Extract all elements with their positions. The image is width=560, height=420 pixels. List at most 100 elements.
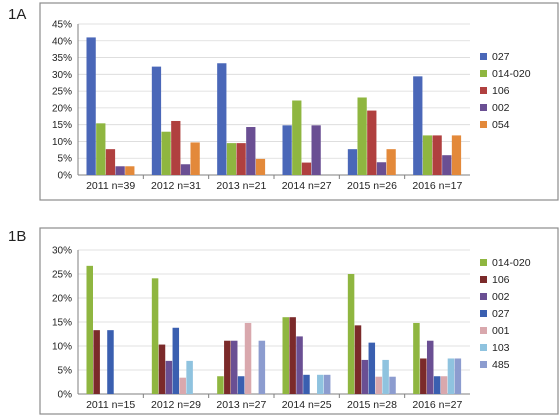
y-tick-label: 30% (52, 70, 72, 81)
legend-label: 002 (492, 291, 510, 303)
bar-002 (246, 127, 256, 175)
y-tick-label: 20% (52, 103, 72, 114)
bar-106 (354, 325, 362, 394)
bar-002 (442, 155, 452, 175)
panel-label-1b: 1B (8, 228, 27, 245)
chart-frame (39, 227, 559, 415)
legend-label: 103 (492, 342, 510, 354)
bar-106 (236, 143, 246, 175)
legend-swatch (480, 121, 487, 128)
y-tick-label: 0% (58, 171, 73, 182)
bar-485 (258, 340, 266, 394)
bar-002 (230, 340, 238, 394)
legend-swatch (480, 327, 487, 334)
bar-014-020 (86, 265, 93, 394)
bar-106 (105, 149, 116, 175)
bar-027 (151, 66, 162, 175)
bar-103 (382, 359, 389, 394)
legend-label: 485 (492, 359, 510, 371)
y-tick-label: 25% (52, 87, 72, 98)
y-tick-label: 5% (58, 366, 73, 377)
x-category-label: 2012 n=29 (151, 399, 201, 411)
chart-frame (39, 2, 559, 201)
bar-103 (317, 374, 324, 394)
bar-001 (440, 376, 448, 394)
bar-014-020 (151, 278, 159, 394)
legend-label: 002 (492, 102, 510, 114)
x-category-label: 2012 n=31 (151, 180, 201, 192)
bar-485 (389, 376, 396, 394)
bar-001 (375, 376, 382, 394)
bar-106 (158, 344, 166, 394)
bar-027 (433, 376, 441, 394)
bar-014-020 (413, 322, 420, 394)
legend-label: 014-020 (492, 257, 531, 269)
y-tick-label: 25% (52, 270, 72, 281)
legend-label: 027 (492, 51, 510, 63)
x-category-label: 2014 n=25 (282, 399, 332, 411)
bar-002 (426, 340, 434, 394)
panel-label-1a: 1A (8, 6, 27, 23)
x-category-label: 2015 n=26 (347, 180, 397, 192)
legend-label: 027 (492, 308, 510, 320)
bar-054 (451, 135, 462, 175)
bar-014-020 (347, 274, 355, 394)
legend-swatch (480, 344, 487, 351)
bar-054 (190, 142, 200, 175)
x-category-label: 2011 n=39 (86, 180, 135, 192)
bar-002 (296, 336, 303, 394)
bar-014-020 (282, 317, 289, 394)
bar-001 (179, 377, 186, 394)
bar-106 (367, 110, 377, 175)
bar-002 (376, 162, 387, 175)
bar-485 (323, 374, 331, 394)
bar-054 (125, 166, 135, 175)
bar-014-020 (161, 131, 171, 175)
legend-label: 106 (492, 85, 510, 97)
legend-swatch (480, 310, 487, 317)
y-tick-label: 10% (52, 137, 72, 148)
bar-014-020 (422, 135, 433, 175)
legend-swatch (480, 361, 487, 368)
bar-106 (301, 162, 312, 175)
x-category-label: 2015 n=28 (347, 399, 397, 411)
bar-027 (347, 149, 358, 175)
chart-1b: 0% 5% 10% 15% 20% 25% 30% 2011 n=15 2012 n=29 201… (39, 227, 559, 415)
bar-001 (244, 322, 252, 394)
y-tick-label: 40% (52, 36, 72, 47)
y-tick-label: 5% (58, 154, 73, 165)
bar-027 (282, 125, 292, 175)
bar-027 (172, 327, 180, 394)
bar-027 (217, 63, 227, 176)
x-category-label: 2016 n=27 (412, 399, 462, 411)
bar-054 (386, 149, 396, 175)
y-tick-label: 0% (58, 390, 73, 401)
legend-label: 106 (492, 274, 510, 286)
bar-054 (255, 158, 266, 175)
bar-002 (115, 166, 125, 175)
x-category-label: 2014 n=27 (282, 180, 332, 192)
x-category-label: 2013 n=27 (216, 399, 266, 411)
x-category-label: 2016 n=17 (412, 180, 462, 192)
y-tick-label: 15% (52, 318, 72, 329)
bar-103 (186, 360, 193, 394)
bar-002 (165, 360, 173, 394)
legend-swatch (480, 276, 487, 283)
legend-swatch (480, 53, 487, 60)
bar-027 (368, 342, 376, 394)
bar-106 (93, 330, 100, 394)
y-tick-label: 10% (52, 342, 72, 353)
y-tick-label: 20% (52, 294, 72, 305)
bar-014-020 (96, 123, 106, 175)
y-tick-label: 35% (52, 53, 72, 64)
bar-027 (107, 330, 114, 394)
legend-swatch (480, 70, 487, 77)
bar-014-020 (226, 143, 237, 175)
y-tick-label: 30% (52, 246, 72, 257)
legend-swatch (480, 87, 487, 94)
legend-swatch (480, 259, 487, 266)
bar-106 (289, 317, 296, 394)
y-tick-label: 45% (52, 20, 72, 31)
bar-014-020 (217, 376, 224, 394)
